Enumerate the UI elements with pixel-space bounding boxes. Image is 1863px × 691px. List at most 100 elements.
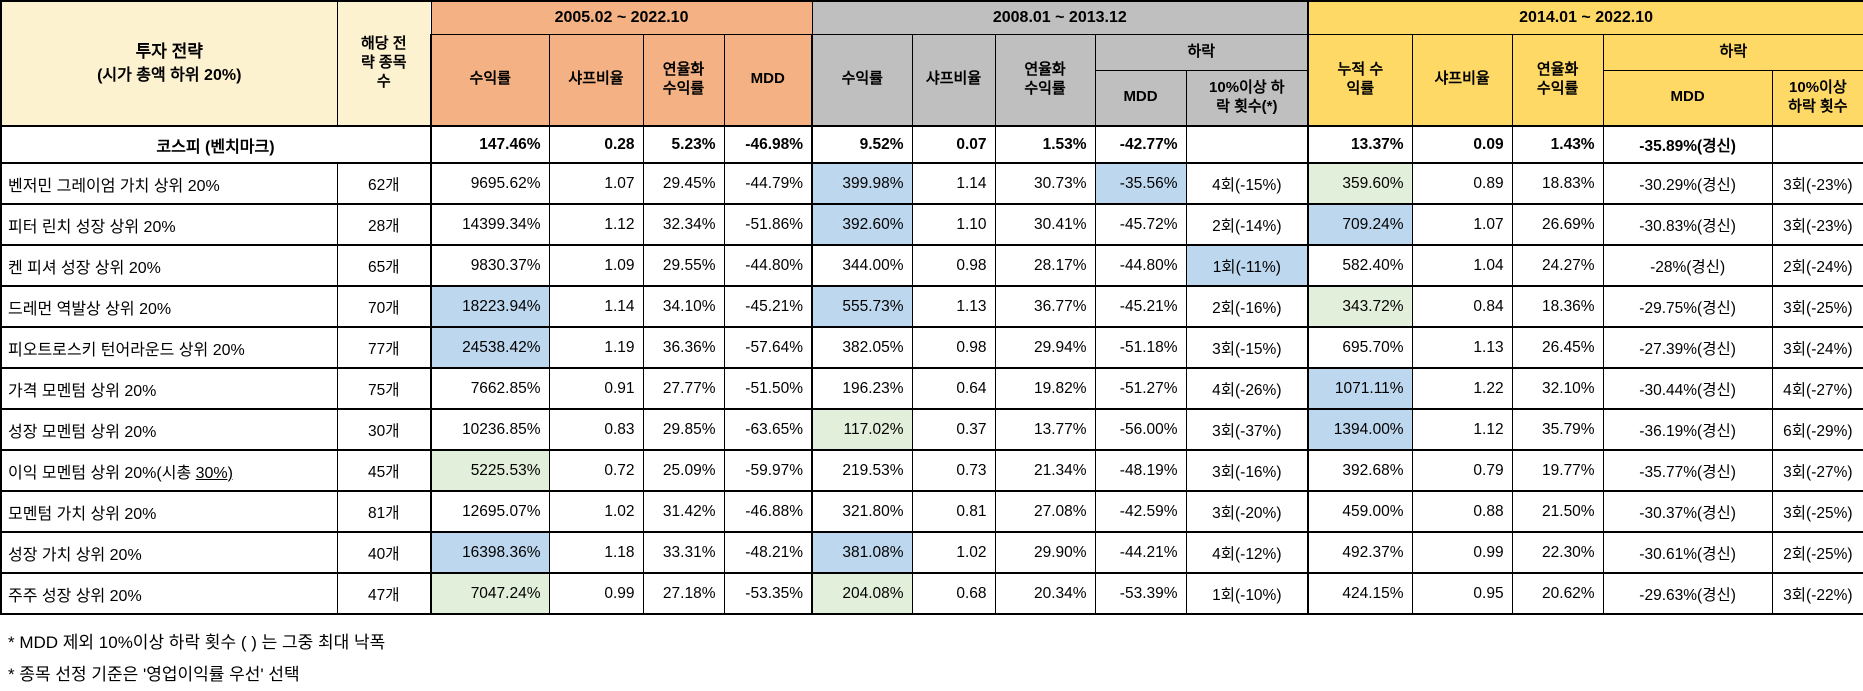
value-cell: 147.46% [430,125,550,164]
value-cell: 709.24% [1307,203,1413,246]
value-cell: 35.79% [1511,408,1604,451]
value-cell: 1.07 [1411,203,1513,246]
value-cell: 27.18% [642,572,725,615]
value-cell: 19.77% [1511,449,1604,492]
value-cell: 399.98% [811,162,913,205]
value-cell: 34.10% [642,285,725,328]
value-cell: -57.64% [723,326,813,369]
value-cell: 10236.85% [430,408,550,451]
value-cell: -45.72% [1094,203,1187,246]
p1-annualized-header: 연율화 수익률 [642,33,725,127]
value-cell: -29.63%(경신) [1602,572,1773,615]
strategy-name: 드레먼 역발상 상위 20% [0,285,338,328]
stock-count-cell: 47개 [336,572,432,615]
value-cell: -27.39%(경신) [1602,326,1773,369]
value-cell: -35.56% [1094,162,1187,205]
value-cell: 1.02 [548,490,644,533]
stock-count-cell: 81개 [336,490,432,533]
value-cell: 2회(-25%) [1771,531,1863,574]
strategy-header-subtitle: (시가 총액 하위 20%) [97,67,242,85]
value-cell: 36.77% [994,285,1096,328]
value-cell: 582.40% [1307,244,1413,287]
value-cell: 1.53% [994,125,1096,164]
p2-drop-count-header: 10%이상 하락 횟수(*) [1185,69,1309,127]
strategy-name: 켄 피셔 성장 상위 20% [0,244,338,287]
value-cell: 0.72 [548,449,644,492]
stock-count-cell: 75개 [336,367,432,410]
value-cell: -53.39% [1094,572,1187,615]
value-cell: 0.37 [911,408,996,451]
value-cell: 1.19 [548,326,644,369]
value-cell: 219.53% [811,449,913,492]
p3-sharpe-header: 샤프비율 [1411,33,1513,127]
value-cell: 555.73% [811,285,913,328]
value-cell: -44.21% [1094,531,1187,574]
value-cell: 29.45% [642,162,725,205]
value-cell: 1.14 [548,285,644,328]
value-cell: -51.18% [1094,326,1187,369]
value-cell: -56.00% [1094,408,1187,451]
value-cell: -48.21% [723,531,813,574]
value-cell: 0.98 [911,326,996,369]
strategy-name: 이익 모멘텀 상위 20%(시총 30%) [0,449,338,492]
value-cell: -59.97% [723,449,813,492]
strategy-name: 가격 모멘텀 상위 20% [0,367,338,410]
table-row: 켄 피셔 성장 상위 20% 65개 9830.37% 1.09 29.55% -44.8… [0,244,1863,287]
value-cell: 1071.11% [1307,367,1413,410]
table-row: 주주 성장 상위 20% 47개 7047.24% 0.99 27.18% -53.35%… [0,572,1863,615]
value-cell: 0.89 [1411,162,1513,205]
value-cell: 2회(-16%) [1185,285,1309,328]
strategy-column-header: 투자 전략 (시가 총액 하위 20%) [0,0,338,127]
value-cell: 27.08% [994,490,1096,533]
value-cell: -28%(경신) [1602,244,1773,287]
value-cell: 24.27% [1511,244,1604,287]
value-cell: 9695.62% [430,162,550,205]
value-cell: -30.44%(경신) [1602,367,1773,410]
value-cell: 0.09 [1411,125,1513,164]
value-cell: 21.50% [1511,490,1604,533]
p2-sharpe-header: 샤프비율 [911,33,996,127]
value-cell: 3회(-37%) [1185,408,1309,451]
strategy-name: 피터 린치 성장 상위 20% [0,203,338,246]
value-cell: 459.00% [1307,490,1413,533]
table-row: 모멘텀 가치 상위 20% 81개 12695.07% 1.02 31.42% -46.8… [0,490,1863,533]
value-cell: 20.62% [1511,572,1604,615]
value-cell: 32.34% [642,203,725,246]
value-cell: 0.68 [911,572,996,615]
period-3-header: 2014.01 ~ 2022.10 [1307,0,1863,35]
stock-count-cell: 30개 [336,408,432,451]
stock-count-cell: 45개 [336,449,432,492]
strategy-header-title: 투자 전략 [135,41,203,61]
strategy-name: 모멘텀 가치 상위 20% [0,490,338,533]
value-cell: 4회(-15%) [1185,162,1309,205]
value-cell: 7047.24% [430,572,550,615]
value-cell: 14399.34% [430,203,550,246]
value-cell: 13.77% [994,408,1096,451]
value-cell: 18223.94% [430,285,550,328]
value-cell: 9830.37% [430,244,550,287]
p2-mdd-header: MDD [1094,69,1187,127]
value-cell: 21.34% [994,449,1096,492]
p1-sharpe-header: 샤프비율 [548,33,644,127]
value-cell: 4회(-26%) [1185,367,1309,410]
table-row: 가격 모멘텀 상위 20% 75개 7662.85% 0.91 27.77% -51.50… [0,367,1863,410]
value-cell: -51.86% [723,203,813,246]
table-row: 피오트로스키 턴어라운드 상위 20% 77개 24538.42% 1.19 36.36… [0,326,1863,369]
value-cell [1185,125,1309,164]
benchmark-row: 코스피 (벤치마크) 147.46% 0.28 5.23% -46.98% 9.52% 0.… [0,125,1863,164]
period-2-header: 2008.01 ~ 2013.12 [811,0,1309,35]
value-cell: 9.52% [811,125,913,164]
p2-decline-header: 하락 [1094,33,1309,71]
value-cell: 28.17% [994,244,1096,287]
stock-count-cell: 70개 [336,285,432,328]
value-cell: 26.69% [1511,203,1604,246]
value-cell: 3회(-27%) [1771,449,1863,492]
value-cell: 4회(-27%) [1771,367,1863,410]
value-cell: -30.61%(경신) [1602,531,1773,574]
value-cell: 343.72% [1307,285,1413,328]
value-cell: -45.21% [1094,285,1187,328]
stock-count-cell: 65개 [336,244,432,287]
value-cell: -35.77%(경신) [1602,449,1773,492]
value-cell: 2회(-24%) [1771,244,1863,287]
value-cell: 0.07 [911,125,996,164]
